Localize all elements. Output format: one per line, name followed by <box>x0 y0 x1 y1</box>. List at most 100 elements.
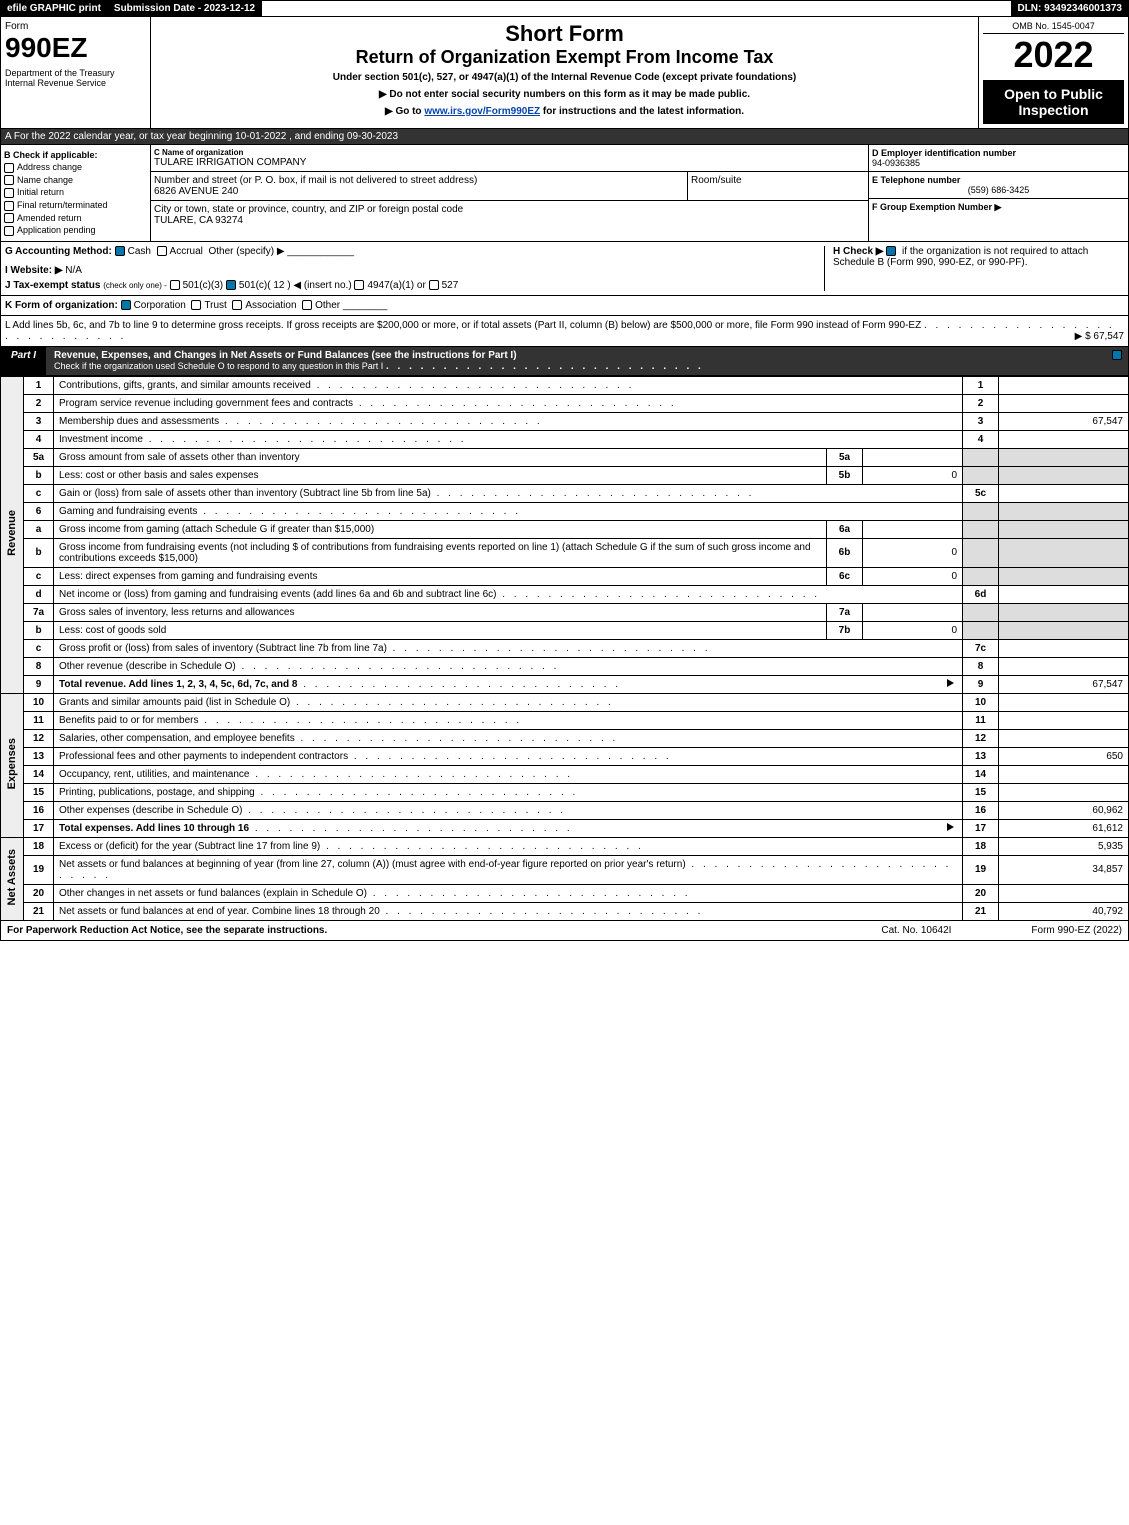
check-corporation[interactable] <box>121 300 131 310</box>
check-amended-return[interactable]: Amended return <box>4 213 147 224</box>
check-other-org[interactable] <box>302 300 312 310</box>
telephone: (559) 686-3425 <box>872 185 1125 195</box>
line-desc: Membership dues and assessments <box>54 412 963 430</box>
line-ref: 9 <box>963 675 999 693</box>
irs-link[interactable]: www.irs.gov/Form990EZ <box>424 106 540 117</box>
line-desc: Other changes in net assets or fund bala… <box>54 884 963 902</box>
line-number: 20 <box>24 884 54 902</box>
footer-catalog: Cat. No. 10642I <box>881 925 951 936</box>
line-ref <box>963 567 999 585</box>
line-h: H Check ▶ if the organization is not req… <box>824 246 1124 291</box>
title-short: Short Form <box>155 21 974 47</box>
line-desc: Professional fees and other payments to … <box>54 747 963 765</box>
check-501c[interactable] <box>226 280 236 290</box>
check-cash[interactable] <box>115 246 125 256</box>
line-value <box>999 430 1129 448</box>
check-schedule-o[interactable] <box>1112 350 1122 360</box>
line-number: 18 <box>24 837 54 855</box>
check-address-change[interactable]: Address change <box>4 162 147 173</box>
line-ref: 11 <box>963 711 999 729</box>
line-value <box>999 884 1129 902</box>
org-name: TULARE IRRIGATION COMPANY <box>154 157 865 168</box>
line-value: 67,547 <box>999 675 1129 693</box>
line-number: 21 <box>24 902 54 920</box>
line-number: 4 <box>24 430 54 448</box>
line-value <box>999 765 1129 783</box>
box-b-header: B Check if applicable: <box>4 150 147 160</box>
title-box: Short Form Return of Organization Exempt… <box>151 17 978 128</box>
check-501c3[interactable] <box>170 280 180 290</box>
line-desc: Gross profit or (loss) from sales of inv… <box>54 639 963 657</box>
label-street: Number and street (or P. O. box, if mail… <box>154 175 684 186</box>
line-value: 40,792 <box>999 902 1129 920</box>
line-ref: 18 <box>963 837 999 855</box>
line-ref <box>963 520 999 538</box>
line-value <box>999 502 1129 520</box>
label-city: City or town, state or province, country… <box>154 204 865 215</box>
table-row: 14Occupancy, rent, utilities, and mainte… <box>1 765 1129 783</box>
table-row: Revenue1Contributions, gifts, grants, an… <box>1 376 1129 394</box>
line-ref: 13 <box>963 747 999 765</box>
line-value <box>999 538 1129 567</box>
side-label: Expenses <box>1 693 24 837</box>
line-ref <box>963 466 999 484</box>
subline-value <box>863 448 963 466</box>
line-value <box>999 484 1129 502</box>
ein: 94-0936385 <box>872 158 1125 168</box>
subline-label: 7a <box>827 603 863 621</box>
form-number: 990EZ <box>5 32 146 64</box>
line-ref: 15 <box>963 783 999 801</box>
table-row: 2Program service revenue including gover… <box>1 394 1129 412</box>
label-room: Room/suite <box>691 175 865 186</box>
subline-label: 6c <box>827 567 863 585</box>
check-4947[interactable] <box>354 280 364 290</box>
department: Department of the Treasury Internal Reve… <box>5 68 146 88</box>
line-desc: Grants and similar amounts paid (list in… <box>54 693 963 711</box>
line-ref: 7c <box>963 639 999 657</box>
part-1-header: Part I Revenue, Expenses, and Changes in… <box>0 347 1129 376</box>
form-id-box: Form 990EZ Department of the Treasury In… <box>1 17 151 128</box>
line-desc: Net assets or fund balances at end of ye… <box>54 902 963 920</box>
check-schedule-b-not-required[interactable] <box>886 246 896 256</box>
check-association[interactable] <box>232 300 242 310</box>
line-desc: Benefits paid to or for members <box>54 711 963 729</box>
table-row: 7aGross sales of inventory, less returns… <box>1 603 1129 621</box>
line-number: c <box>24 567 54 585</box>
line-value: 67,547 <box>999 412 1129 430</box>
check-initial-return[interactable]: Initial return <box>4 187 147 198</box>
label-form-org: K Form of organization: <box>5 300 118 311</box>
line-desc: Less: cost of goods sold <box>54 621 827 639</box>
tax-year: 2022 <box>983 34 1124 76</box>
subline-value: 0 <box>863 466 963 484</box>
check-final-return[interactable]: Final return/terminated <box>4 200 147 211</box>
line-value: 5,935 <box>999 837 1129 855</box>
check-trust[interactable] <box>191 300 201 310</box>
subline-label: 6b <box>827 538 863 567</box>
line-ref <box>963 502 999 520</box>
efile-print[interactable]: efile GRAPHIC print <box>1 1 108 16</box>
street-address: 6826 AVENUE 240 <box>154 186 684 197</box>
table-row: 9Total revenue. Add lines 1, 2, 3, 4, 5c… <box>1 675 1129 693</box>
lines-ghij: G Accounting Method: Cash Accrual Other … <box>0 242 1129 296</box>
line-k: K Form of organization: Corporation Trus… <box>0 296 1129 316</box>
line-value <box>999 394 1129 412</box>
info-grid: B Check if applicable: Address change Na… <box>0 145 1129 242</box>
table-row: 5aGross amount from sale of assets other… <box>1 448 1129 466</box>
line-number: 11 <box>24 711 54 729</box>
label-group-exemption: F Group Exemption Number ▶ <box>872 202 1001 212</box>
line-desc: Salaries, other compensation, and employ… <box>54 729 963 747</box>
label-website: I Website: ▶ <box>5 265 63 276</box>
check-application-pending[interactable]: Application pending <box>4 225 147 236</box>
page-footer: For Paperwork Reduction Act Notice, see … <box>0 921 1129 941</box>
part-1-title: Revenue, Expenses, and Changes in Net As… <box>46 347 1109 375</box>
check-name-change[interactable]: Name change <box>4 175 147 186</box>
line-number: 5a <box>24 448 54 466</box>
line-desc: Investment income <box>54 430 963 448</box>
line-ref: 10 <box>963 693 999 711</box>
label-ein: D Employer identification number <box>872 148 1125 158</box>
check-527[interactable] <box>429 280 439 290</box>
line-number: 6 <box>24 502 54 520</box>
line-desc: Other expenses (describe in Schedule O) <box>54 801 963 819</box>
check-accrual[interactable] <box>157 246 167 256</box>
table-row: 17Total expenses. Add lines 10 through 1… <box>1 819 1129 837</box>
